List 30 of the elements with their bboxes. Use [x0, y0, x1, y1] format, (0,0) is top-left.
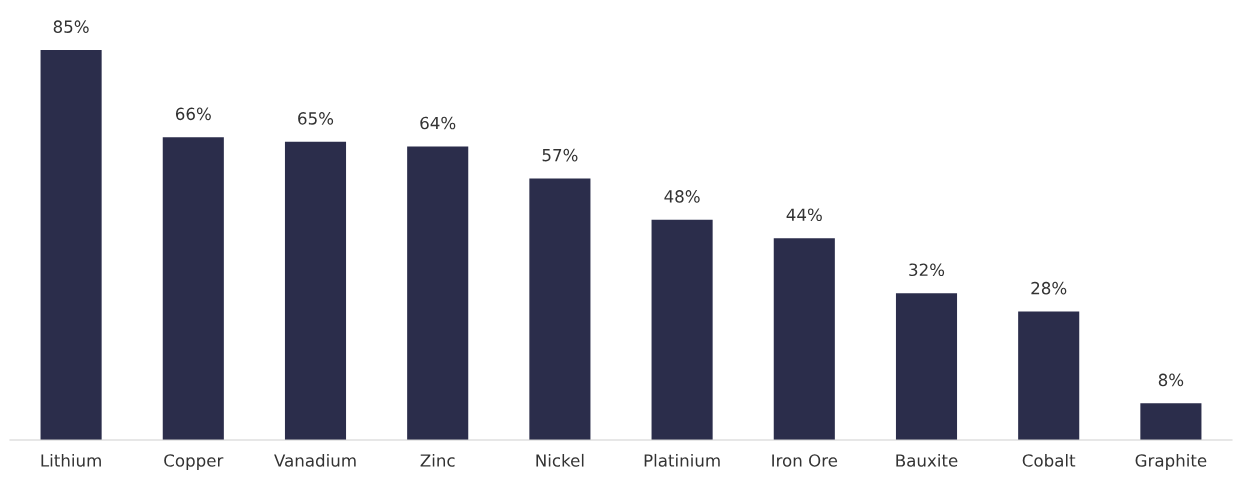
x-tick-label: Graphite: [1135, 453, 1207, 471]
bar: [40, 50, 102, 440]
data-label: 44%: [786, 208, 822, 222]
data-label: 32%: [909, 263, 945, 277]
bar: [1018, 311, 1080, 440]
bar: [529, 178, 591, 440]
x-tick-label: Lithium: [41, 453, 101, 467]
data-label: 28%: [1031, 281, 1067, 295]
bar: [651, 219, 713, 440]
bar: [773, 238, 835, 440]
bar: [895, 293, 958, 440]
x-tick-label: Platinium: [644, 453, 720, 467]
data-label: 65%: [298, 112, 334, 125]
x-tick-label: Vanadium: [274, 453, 356, 467]
x-tick-label: Copper: [164, 454, 224, 471]
bar: [407, 146, 469, 440]
x-tick-label: Nickel: [536, 453, 584, 467]
data-label: 66%: [175, 107, 211, 121]
bar: [284, 141, 347, 440]
x-tick-label: Bauxite: [896, 453, 958, 467]
x-tick-label: Cobalt: [1022, 453, 1076, 467]
data-label: 64%: [420, 116, 456, 130]
data-label: 85%: [53, 20, 89, 33]
x-tick-label: Zinc: [420, 453, 455, 467]
data-label: 57%: [542, 148, 578, 162]
data-label: 8%: [1158, 373, 1184, 387]
data-label: 48%: [664, 190, 700, 203]
x-tick-label: Iron Ore: [772, 454, 838, 467]
bar: [162, 137, 224, 440]
bar: [1140, 403, 1202, 440]
